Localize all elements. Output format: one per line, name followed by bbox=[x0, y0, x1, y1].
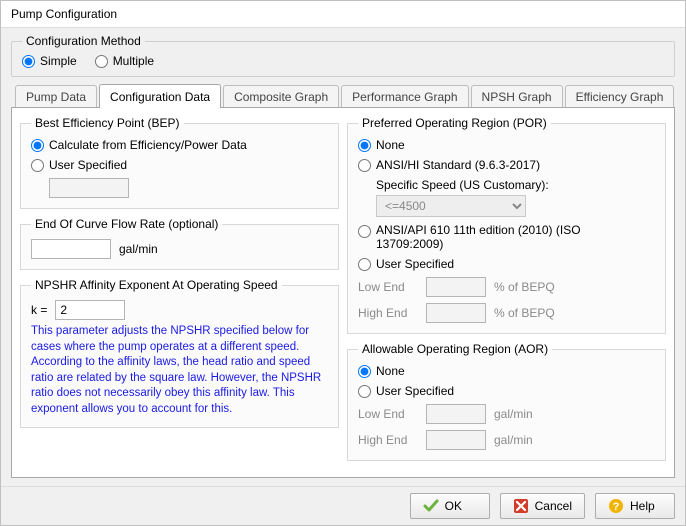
bep-radio-calc[interactable]: Calculate from Efficiency/Power Data bbox=[31, 138, 328, 152]
tab-efficiency-graph[interactable]: Efficiency Graph bbox=[565, 85, 675, 108]
aor-radio-user[interactable]: User Specified bbox=[358, 384, 655, 398]
por-high-input[interactable] bbox=[426, 303, 486, 323]
aor-legend: Allowable Operating Region (AOR) bbox=[358, 342, 552, 356]
por-radio-ansi-api-label: ANSI/API 610 11th edition (2010) (ISO 13… bbox=[376, 223, 586, 251]
bep-radio-user-label: User Specified bbox=[49, 158, 127, 172]
por-radio-none[interactable]: None bbox=[358, 138, 655, 152]
tab-npsh-graph[interactable]: NPSH Graph bbox=[471, 85, 563, 108]
bep-radio-user[interactable]: User Specified bbox=[31, 158, 328, 172]
aor-radio-none-label: None bbox=[376, 364, 405, 378]
npshr-panel: NPSHR Affinity Exponent At Operating Spe… bbox=[20, 278, 339, 428]
radio-simple-input[interactable] bbox=[22, 55, 35, 68]
por-radio-ansi-api[interactable]: ANSI/API 610 11th edition (2010) (ISO 13… bbox=[358, 223, 655, 251]
check-icon bbox=[423, 498, 439, 514]
aor-low-input[interactable] bbox=[426, 404, 486, 424]
eoc-units: gal/min bbox=[119, 242, 158, 256]
por-high-units: % of BEPQ bbox=[494, 306, 555, 320]
tabs: Pump Data Configuration Data Composite G… bbox=[11, 83, 675, 478]
tabs-bar: Pump Data Configuration Data Composite G… bbox=[11, 83, 675, 107]
dialog-buttons: OK Cancel ? Help bbox=[1, 486, 685, 525]
por-low-units: % of BEPQ bbox=[494, 280, 555, 294]
radio-multiple-label: Multiple bbox=[113, 54, 154, 68]
help-icon: ? bbox=[608, 498, 624, 514]
aor-radio-none[interactable]: None bbox=[358, 364, 655, 378]
npshr-legend: NPSHR Affinity Exponent At Operating Spe… bbox=[31, 278, 282, 292]
npshr-k-input[interactable] bbox=[55, 300, 125, 320]
help-button-label: Help bbox=[630, 499, 655, 513]
radio-simple-label: Simple bbox=[40, 54, 77, 68]
tab-composite-graph[interactable]: Composite Graph bbox=[223, 85, 339, 108]
tab-performance-graph[interactable]: Performance Graph bbox=[341, 85, 468, 108]
eoc-value-input[interactable] bbox=[31, 239, 111, 259]
por-low-input[interactable] bbox=[426, 277, 486, 297]
ok-button-label: OK bbox=[445, 499, 462, 513]
config-method-group: Configuration Method Simple Multiple bbox=[11, 34, 675, 77]
aor-high-units: gal/min bbox=[494, 433, 533, 447]
ok-button[interactable]: OK bbox=[410, 493, 490, 519]
por-ansi-hi-sub: Specific Speed (US Customary): bbox=[376, 178, 655, 192]
window-title: Pump Configuration bbox=[1, 1, 685, 28]
bep-panel: Best Efficiency Point (BEP) Calculate fr… bbox=[20, 116, 339, 209]
por-radio-user-input[interactable] bbox=[358, 258, 371, 271]
por-speed-select[interactable]: <=4500 bbox=[376, 195, 526, 217]
aor-radio-user-input[interactable] bbox=[358, 385, 371, 398]
aor-high-label: High End bbox=[358, 433, 418, 447]
aor-low-units: gal/min bbox=[494, 407, 533, 421]
svg-text:?: ? bbox=[613, 501, 620, 513]
client-area: Configuration Method Simple Multiple Pum… bbox=[1, 28, 685, 486]
bep-legend: Best Efficiency Point (BEP) bbox=[31, 116, 184, 130]
por-legend: Preferred Operating Region (POR) bbox=[358, 116, 551, 130]
por-low-label: Low End bbox=[358, 280, 418, 294]
por-radio-none-input[interactable] bbox=[358, 139, 371, 152]
npshr-k-label: k = bbox=[31, 303, 47, 317]
por-radio-user-label: User Specified bbox=[376, 257, 454, 271]
por-high-label: High End bbox=[358, 306, 418, 320]
aor-low-label: Low End bbox=[358, 407, 418, 421]
bep-radio-calc-label: Calculate from Efficiency/Power Data bbox=[49, 138, 247, 152]
aor-radio-user-label: User Specified bbox=[376, 384, 454, 398]
tab-config-data[interactable]: Configuration Data bbox=[99, 84, 221, 108]
por-radio-ansi-hi-input[interactable] bbox=[358, 159, 371, 172]
por-radio-none-label: None bbox=[376, 138, 405, 152]
aor-panel: Allowable Operating Region (AOR) None Us… bbox=[347, 342, 666, 461]
pump-config-window: Pump Configuration Configuration Method … bbox=[0, 0, 686, 526]
cancel-button-label: Cancel bbox=[535, 499, 572, 513]
cancel-icon bbox=[513, 498, 529, 514]
aor-high-input[interactable] bbox=[426, 430, 486, 450]
por-radio-ansi-api-input[interactable] bbox=[358, 225, 371, 238]
por-radio-ansi-hi-label: ANSI/HI Standard (9.6.3-2017) bbox=[376, 158, 540, 172]
left-column: Best Efficiency Point (BEP) Calculate fr… bbox=[20, 116, 339, 469]
por-panel: Preferred Operating Region (POR) None AN… bbox=[347, 116, 666, 334]
radio-simple[interactable]: Simple bbox=[22, 54, 77, 68]
help-button[interactable]: ? Help bbox=[595, 493, 675, 519]
tab-pump-data[interactable]: Pump Data bbox=[15, 85, 97, 108]
cancel-button[interactable]: Cancel bbox=[500, 493, 585, 519]
por-radio-user[interactable]: User Specified bbox=[358, 257, 655, 271]
right-column: Preferred Operating Region (POR) None AN… bbox=[347, 116, 666, 469]
por-radio-ansi-hi[interactable]: ANSI/HI Standard (9.6.3-2017) bbox=[358, 158, 655, 172]
radio-multiple-input[interactable] bbox=[95, 55, 108, 68]
radio-multiple[interactable]: Multiple bbox=[95, 54, 154, 68]
npshr-note: This parameter adjusts the NPSHR specifi… bbox=[31, 324, 328, 417]
config-method-legend: Configuration Method bbox=[22, 34, 145, 48]
bep-radio-calc-input[interactable] bbox=[31, 139, 44, 152]
eoc-panel: End Of Curve Flow Rate (optional) gal/mi… bbox=[20, 217, 339, 270]
bep-user-value-input[interactable] bbox=[49, 178, 129, 198]
bep-radio-user-input[interactable] bbox=[31, 159, 44, 172]
aor-radio-none-input[interactable] bbox=[358, 365, 371, 378]
tab-page-config-data: Best Efficiency Point (BEP) Calculate fr… bbox=[11, 107, 675, 478]
eoc-legend: End Of Curve Flow Rate (optional) bbox=[31, 217, 222, 231]
